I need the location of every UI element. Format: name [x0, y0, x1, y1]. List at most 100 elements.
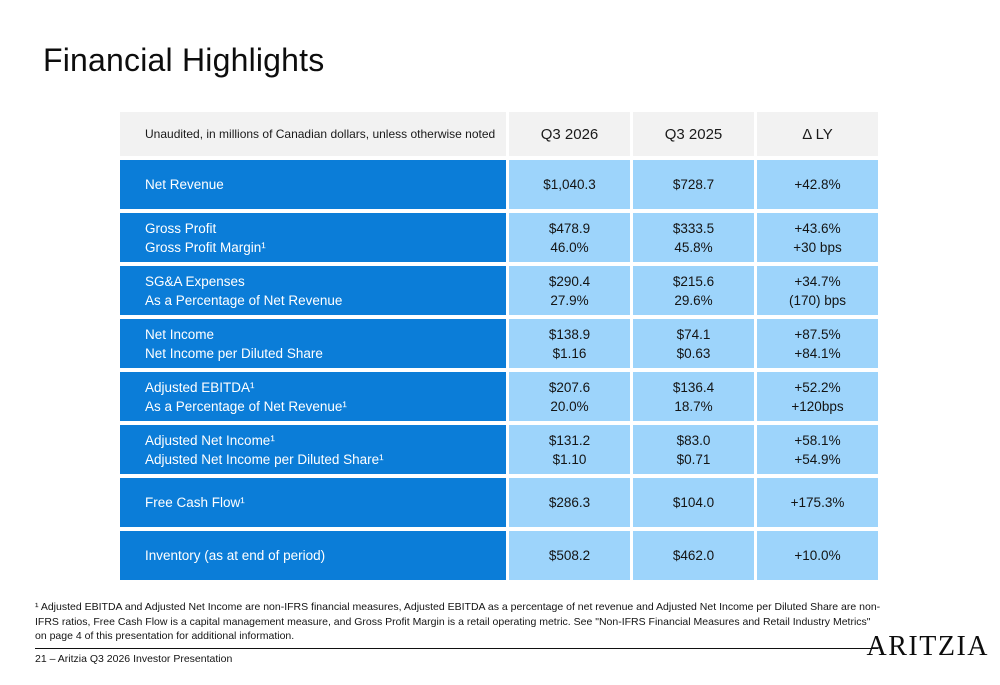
column-header-label: Q3 2026	[540, 125, 599, 143]
aritzia-logo: ARITZIA	[866, 631, 989, 662]
table-row: Adjusted EBITDA¹ As a Percentage of Net …	[120, 372, 878, 421]
value: $333.5	[672, 220, 715, 236]
value: +175.3%	[790, 495, 845, 510]
value: +120bps	[791, 398, 844, 414]
value: $286.3	[548, 495, 591, 510]
row-label-cell: Inventory (as at end of period)	[120, 531, 506, 580]
column-header-delta-ly: Δ LY	[757, 112, 878, 156]
table-header-note-cell: Unaudited, in millions of Canadian dolla…	[120, 112, 506, 156]
value-cell-delta: +175.3%	[757, 478, 878, 527]
value-cell-q3-2026: $290.4 27.9%	[509, 266, 630, 315]
row-label: Free Cash Flow¹	[145, 495, 245, 510]
value: +87.5%	[794, 326, 841, 342]
value: 20.0%	[550, 398, 589, 414]
value: $290.4	[548, 273, 591, 289]
row-label-cell: Adjusted EBITDA¹ As a Percentage of Net …	[120, 372, 506, 421]
value: +52.2%	[794, 379, 841, 395]
column-header-q3-2025: Q3 2025	[633, 112, 754, 156]
value-cell-q3-2025: $333.5 45.8%	[633, 213, 754, 262]
value-cell-delta: +87.5% +84.1%	[757, 319, 878, 368]
value: $74.1	[676, 326, 711, 342]
table-row: Free Cash Flow¹ $286.3 $104.0 +175.3%	[120, 478, 878, 527]
footnote: ¹ Adjusted EBITDA and Adjusted Net Incom…	[35, 601, 881, 642]
value-cell-q3-2025: $104.0	[633, 478, 754, 527]
value: $104.0	[672, 495, 715, 510]
value-cell-delta: +58.1% +54.9%	[757, 425, 878, 474]
value: +43.6%	[794, 220, 841, 236]
value: $1.16	[552, 345, 587, 361]
value: $0.71	[676, 451, 711, 467]
value: $462.0	[672, 548, 715, 563]
row-label-cell: Net Revenue	[120, 160, 506, 209]
row-label: Adjusted Net Income¹	[145, 432, 275, 448]
row-label: Adjusted EBITDA¹	[145, 379, 255, 395]
row-label: As a Percentage of Net Revenue¹	[145, 398, 347, 414]
value: 46.0%	[550, 239, 589, 255]
value: $508.2	[548, 548, 591, 563]
value: $0.63	[676, 345, 711, 361]
column-header-label: Q3 2025	[664, 125, 723, 143]
value: $478.9	[548, 220, 591, 236]
table-header-row: Unaudited, in millions of Canadian dolla…	[120, 112, 878, 156]
value: +34.7%	[794, 273, 841, 289]
value: $728.7	[672, 177, 715, 192]
row-label: As a Percentage of Net Revenue	[145, 292, 343, 308]
row-label: Gross Profit	[145, 220, 217, 236]
row-label: Net Income	[145, 326, 215, 342]
value-cell-q3-2026: $131.2 $1.10	[509, 425, 630, 474]
value-cell-q3-2026: $508.2	[509, 531, 630, 580]
value: $83.0	[676, 432, 711, 448]
value-cell-q3-2025: $83.0 $0.71	[633, 425, 754, 474]
value: 27.9%	[550, 292, 589, 308]
column-header-q3-2026: Q3 2026	[509, 112, 630, 156]
value-cell-q3-2025: $215.6 29.6%	[633, 266, 754, 315]
value: $131.2	[548, 432, 591, 448]
row-label: Adjusted Net Income per Diluted Share¹	[145, 451, 384, 467]
value-cell-q3-2026: $207.6 20.0%	[509, 372, 630, 421]
value-cell-delta: +10.0%	[757, 531, 878, 580]
value-cell-delta: +43.6% +30 bps	[757, 213, 878, 262]
value: 45.8%	[674, 239, 713, 255]
value-cell-q3-2026: $478.9 46.0%	[509, 213, 630, 262]
table-row: Net Income Net Income per Diluted Share …	[120, 319, 878, 368]
value: $1,040.3	[543, 177, 596, 192]
page-title: Financial Highlights	[43, 42, 325, 78]
row-label-cell: Gross Profit Gross Profit Margin¹	[120, 213, 506, 262]
value: (170) bps	[788, 292, 847, 308]
value: $138.9	[548, 326, 591, 342]
value-cell-delta: +42.8%	[757, 160, 878, 209]
footer-divider	[35, 648, 878, 649]
value: +84.1%	[794, 345, 841, 361]
value: 29.6%	[674, 292, 713, 308]
value: $215.6	[672, 273, 715, 289]
value-cell-q3-2026: $1,040.3	[509, 160, 630, 209]
table-row: SG&A Expenses As a Percentage of Net Rev…	[120, 266, 878, 315]
table-row: Inventory (as at end of period) $508.2 $…	[120, 531, 878, 580]
row-label-cell: SG&A Expenses As a Percentage of Net Rev…	[120, 266, 506, 315]
value-cell-delta: +34.7% (170) bps	[757, 266, 878, 315]
row-label: Net Revenue	[145, 177, 224, 192]
column-header-label: Δ LY	[802, 125, 833, 143]
value: +54.9%	[794, 451, 841, 467]
table-header-note: Unaudited, in millions of Canadian dolla…	[145, 126, 496, 141]
value-cell-delta: +52.2% +120bps	[757, 372, 878, 421]
value-cell-q3-2025: $462.0	[633, 531, 754, 580]
value-cell-q3-2025: $728.7	[633, 160, 754, 209]
value: +42.8%	[794, 177, 841, 192]
table-row: Adjusted Net Income¹ Adjusted Net Income…	[120, 425, 878, 474]
row-label: Gross Profit Margin¹	[145, 239, 266, 255]
row-label: SG&A Expenses	[145, 273, 245, 289]
value: +30 bps	[793, 239, 842, 255]
value: $1.10	[552, 451, 587, 467]
row-label: Net Income per Diluted Share	[145, 345, 323, 361]
row-label-cell: Net Income Net Income per Diluted Share	[120, 319, 506, 368]
table-row: Net Revenue $1,040.3 $728.7 +42.8%	[120, 160, 878, 209]
financial-highlights-table: Unaudited, in millions of Canadian dolla…	[120, 112, 878, 584]
value: 18.7%	[674, 398, 713, 414]
value-cell-q3-2025: $136.4 18.7%	[633, 372, 754, 421]
row-label-cell: Free Cash Flow¹	[120, 478, 506, 527]
table-row: Gross Profit Gross Profit Margin¹ $478.9…	[120, 213, 878, 262]
value-cell-q3-2026: $138.9 $1.16	[509, 319, 630, 368]
value: $207.6	[548, 379, 591, 395]
row-label-cell: Adjusted Net Income¹ Adjusted Net Income…	[120, 425, 506, 474]
